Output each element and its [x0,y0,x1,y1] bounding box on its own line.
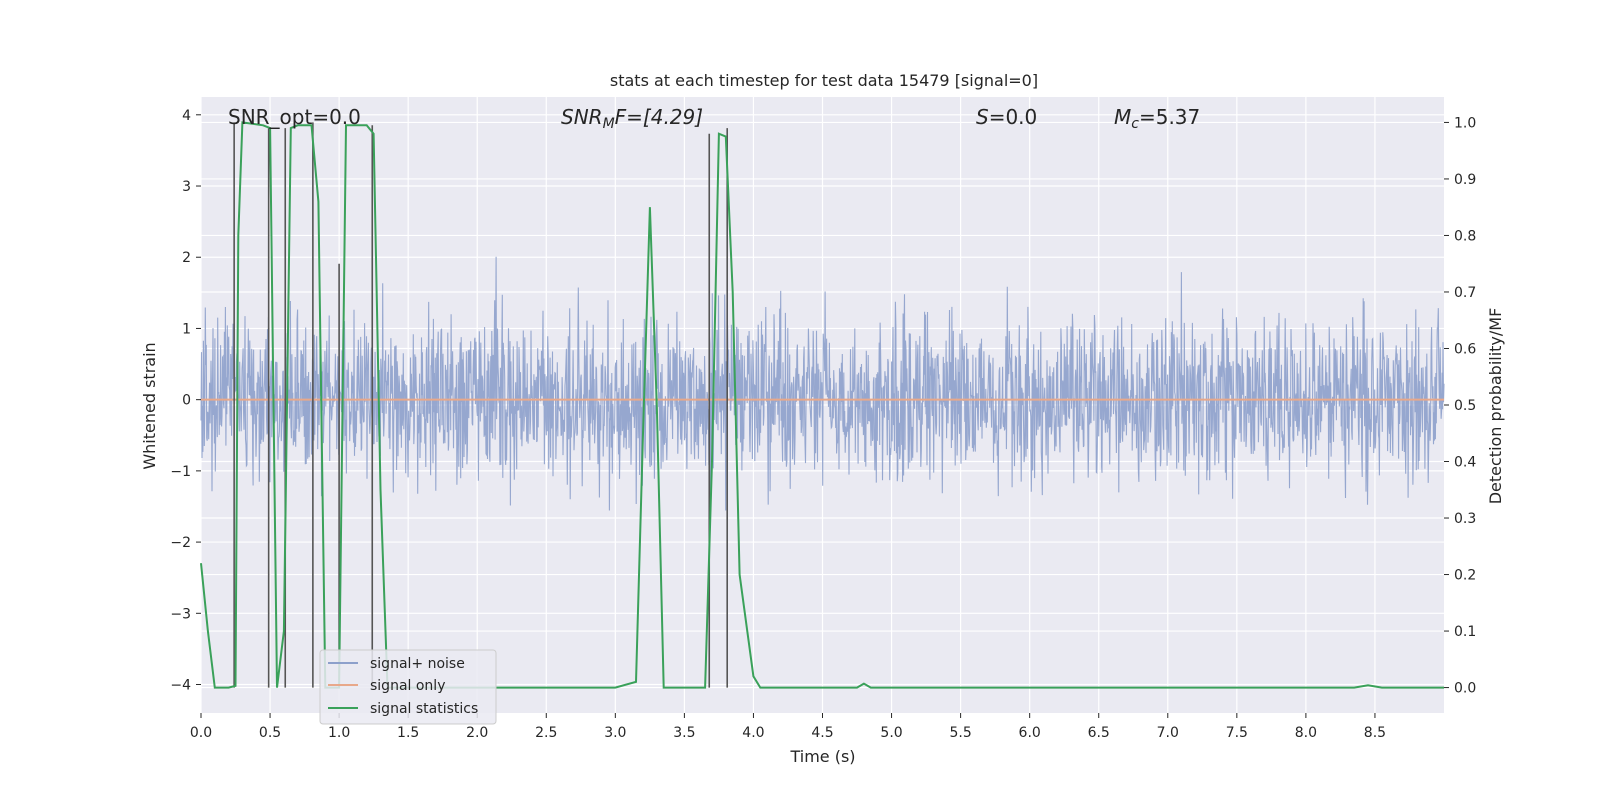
annotation-mc-sub: c [1131,116,1139,132]
x-tick-label-13: 6.5 [1088,725,1110,741]
x-tick-label-17: 8.5 [1364,725,1386,741]
annotation-mc-rest: =5.37 [1139,105,1200,129]
y-left-tick-label-5: 1 [182,321,191,337]
y-left-tick-label-3: −1 [170,464,191,480]
y-left-tick-label-1: −3 [170,606,191,622]
legend-entry-signal-statistics: signal statistics [370,701,478,717]
x-tick-label-1: 0.5 [259,725,281,741]
x-tick-label-10: 5.0 [880,725,902,741]
annotation-mc-italic: M [1114,105,1131,129]
x-tick-label-2: 1.0 [328,725,350,741]
annotation-s: S=0.0 [976,105,1037,129]
y-right-tick-label-8: 0.8 [1454,228,1476,244]
noise-trace [200,256,1445,511]
series-signal-statistics [200,121,1444,689]
y-right-tick-label-6: 0.6 [1454,341,1476,357]
annotation-s-rest: =0.0 [989,105,1038,129]
x-tick-label-14: 7.0 [1157,725,1179,741]
x-tick-label-9: 4.5 [811,725,833,741]
y-right-tick-label-2: 0.2 [1454,568,1476,584]
annotation-snr-mf-sub: M [603,116,615,132]
statistics-line [200,121,1444,689]
legend-entry-signal-only: signal only [370,678,445,694]
x-tick-label-8: 4.0 [742,725,764,741]
y-left-tick-label-2: −2 [170,535,191,551]
y-axis-label-right: Detection probability/MF [1486,308,1505,505]
x-tick-label-4: 2.0 [466,725,488,741]
x-tick-label-3: 1.5 [397,725,419,741]
x-tick-label-6: 3.0 [604,725,626,741]
y-left-tick-label-8: 4 [182,108,191,124]
y-right-tick-label-9: 0.9 [1454,172,1476,188]
y-right-tick-label-0: 0.0 [1454,681,1476,697]
y-right-tick-label-1: 0.1 [1454,624,1476,640]
y-left-tick-label-6: 2 [182,250,191,266]
annotation-snr-opt: SNR_opt=0.0 [228,105,361,129]
legend: signal+ noise signal only signal statist… [319,649,497,725]
y-right-tick-label-7: 0.7 [1454,285,1476,301]
annotation-mc: Mc=5.37 [1114,105,1200,132]
chart-title: stats at each timestep for test data 154… [610,71,1038,90]
annotation-s-italic: S [976,105,989,129]
y-right-tick-label-3: 0.3 [1454,511,1476,527]
x-tick-label-7: 3.5 [673,725,695,741]
x-tick-label-11: 5.5 [949,725,971,741]
x-tick-label-16: 8.0 [1295,725,1317,741]
y-right-tick-label-4: 0.4 [1454,455,1476,471]
x-tick-label-0: 0.0 [190,725,212,741]
y-left-tick-label-4: 0 [182,393,191,409]
annotation-snr-mf-prefix: SNR [561,105,603,129]
y-left-tick-label-0: −4 [170,678,191,694]
y-left-tick-label-7: 3 [182,179,191,195]
annotation-snr-mf-rest: F=[4.29] [615,105,703,129]
y-right-tick-label-10: 1.0 [1454,115,1476,131]
x-tick-label-5: 2.5 [535,725,557,741]
x-axis-label: Time (s) [789,747,855,766]
legend-box [319,649,497,725]
y-axis-label-left: Whitened strain [140,342,159,469]
annotation-snr-mf: SNRMF=[4.29] [561,105,703,132]
series-signal-plus-noise [200,256,1445,511]
x-tick-label-12: 6.0 [1019,725,1041,741]
legend-entry-signal-plus-noise: signal+ noise [370,656,465,672]
y-right-tick-label-5: 0.5 [1454,398,1476,414]
x-tick-label-15: 7.5 [1226,725,1248,741]
